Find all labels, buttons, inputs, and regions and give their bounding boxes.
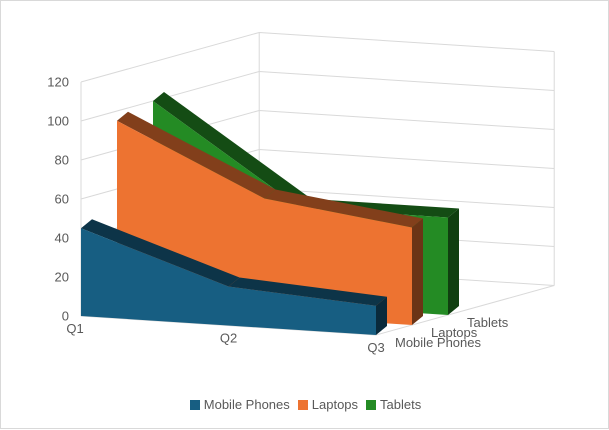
area-side-face [448, 208, 459, 315]
series-axis-label-mobile-phones: Mobile Phones [395, 335, 481, 350]
y-tick-label-20: 20 [55, 270, 69, 285]
y-tick-label-60: 60 [55, 192, 69, 207]
category-axis-labels: Q1 Q2 Q3 [66, 321, 384, 355]
y-tick-label-80: 80 [55, 153, 69, 168]
area-top-face [81, 219, 240, 287]
legend-item-laptops[interactable]: Laptops [297, 397, 359, 412]
legend-item-tablets[interactable]: Tablets [366, 397, 421, 412]
legend: Mobile Phones Laptops Tablets [1, 397, 609, 412]
legend-swatch-mobile-phones [189, 399, 200, 410]
y-axis-tick-labels: 0 20 40 60 80 100 120 [47, 75, 69, 324]
gridline-120 [80, 31, 555, 83]
category-label-q2: Q2 [220, 331, 237, 346]
series-area-mobile-phones[interactable] [81, 219, 387, 335]
series-areas [81, 92, 459, 335]
category-label-q3: Q3 [367, 340, 384, 355]
legend-label-mobile-phones: Mobile Phones [203, 397, 290, 412]
area-top-face [228, 277, 387, 306]
legend-label-tablets: Tablets [380, 397, 422, 412]
y-tick-label-40: 40 [55, 231, 69, 246]
legend-swatch-laptops [297, 399, 308, 410]
y-tick-label-0: 0 [62, 309, 69, 324]
series-axis-label-tablets: Tablets [467, 315, 509, 330]
area-front-face [81, 228, 376, 335]
y-tick-label-120: 120 [47, 75, 69, 90]
area-side-face [412, 218, 423, 325]
area-top-face [264, 189, 423, 228]
area-top-face [117, 111, 276, 199]
category-label-q1: Q1 [66, 321, 83, 336]
series-axis-label-laptops: Laptops [431, 325, 478, 340]
legend-swatch-tablets [366, 399, 377, 410]
legend-item-mobile-phones[interactable]: Mobile Phones [189, 397, 290, 412]
area-top-face [153, 92, 312, 208]
y-tick-label-100: 100 [47, 114, 69, 129]
legend-label-laptops: Laptops [311, 397, 359, 412]
area-side-face [376, 296, 387, 335]
gridline-100 [80, 70, 555, 122]
